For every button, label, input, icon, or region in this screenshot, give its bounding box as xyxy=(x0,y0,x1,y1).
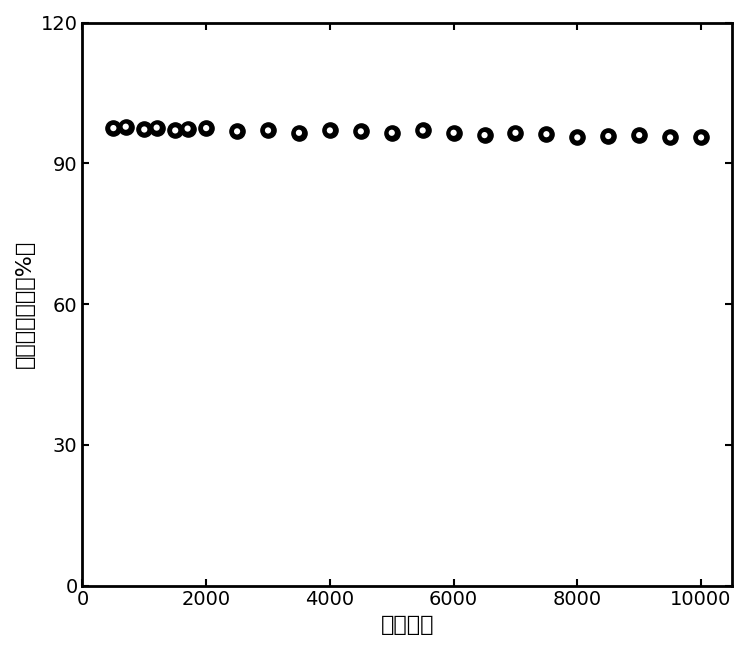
Point xyxy=(138,124,150,135)
Point xyxy=(231,126,243,136)
Point xyxy=(170,125,182,136)
Point xyxy=(541,129,553,139)
Point xyxy=(664,132,676,142)
Point xyxy=(448,127,460,138)
Point xyxy=(138,124,150,135)
Point xyxy=(386,127,398,138)
Point xyxy=(170,125,182,136)
Point xyxy=(509,127,521,138)
Point xyxy=(541,129,553,139)
Point xyxy=(695,132,707,142)
Point xyxy=(448,127,460,138)
Point xyxy=(572,132,584,142)
Point xyxy=(293,127,305,138)
Point xyxy=(324,125,336,136)
Point xyxy=(664,132,676,142)
Point xyxy=(262,125,274,136)
Point xyxy=(182,124,194,134)
Point xyxy=(478,130,490,140)
Point xyxy=(417,125,429,136)
Point xyxy=(231,126,243,136)
Point xyxy=(120,122,132,132)
Point xyxy=(355,126,367,136)
Point xyxy=(478,130,490,140)
Y-axis label: 比电容保持率（%）: 比电容保持率（%） xyxy=(15,240,35,368)
Point xyxy=(386,127,398,138)
Point xyxy=(182,124,194,134)
Point xyxy=(417,125,429,136)
Point xyxy=(355,126,367,136)
Point xyxy=(633,130,645,140)
Point xyxy=(602,131,614,141)
Point xyxy=(324,125,336,136)
Point xyxy=(602,131,614,141)
Point xyxy=(633,130,645,140)
Point xyxy=(151,122,163,133)
Point xyxy=(200,123,212,133)
Point xyxy=(107,123,119,133)
Point xyxy=(509,127,521,138)
X-axis label: 循环次数: 循环次数 xyxy=(380,615,434,635)
Point xyxy=(151,122,163,133)
Point xyxy=(262,125,274,136)
Point xyxy=(293,127,305,138)
Point xyxy=(107,123,119,133)
Point xyxy=(120,122,132,132)
Point xyxy=(572,132,584,142)
Point xyxy=(200,123,212,133)
Point xyxy=(695,132,707,142)
